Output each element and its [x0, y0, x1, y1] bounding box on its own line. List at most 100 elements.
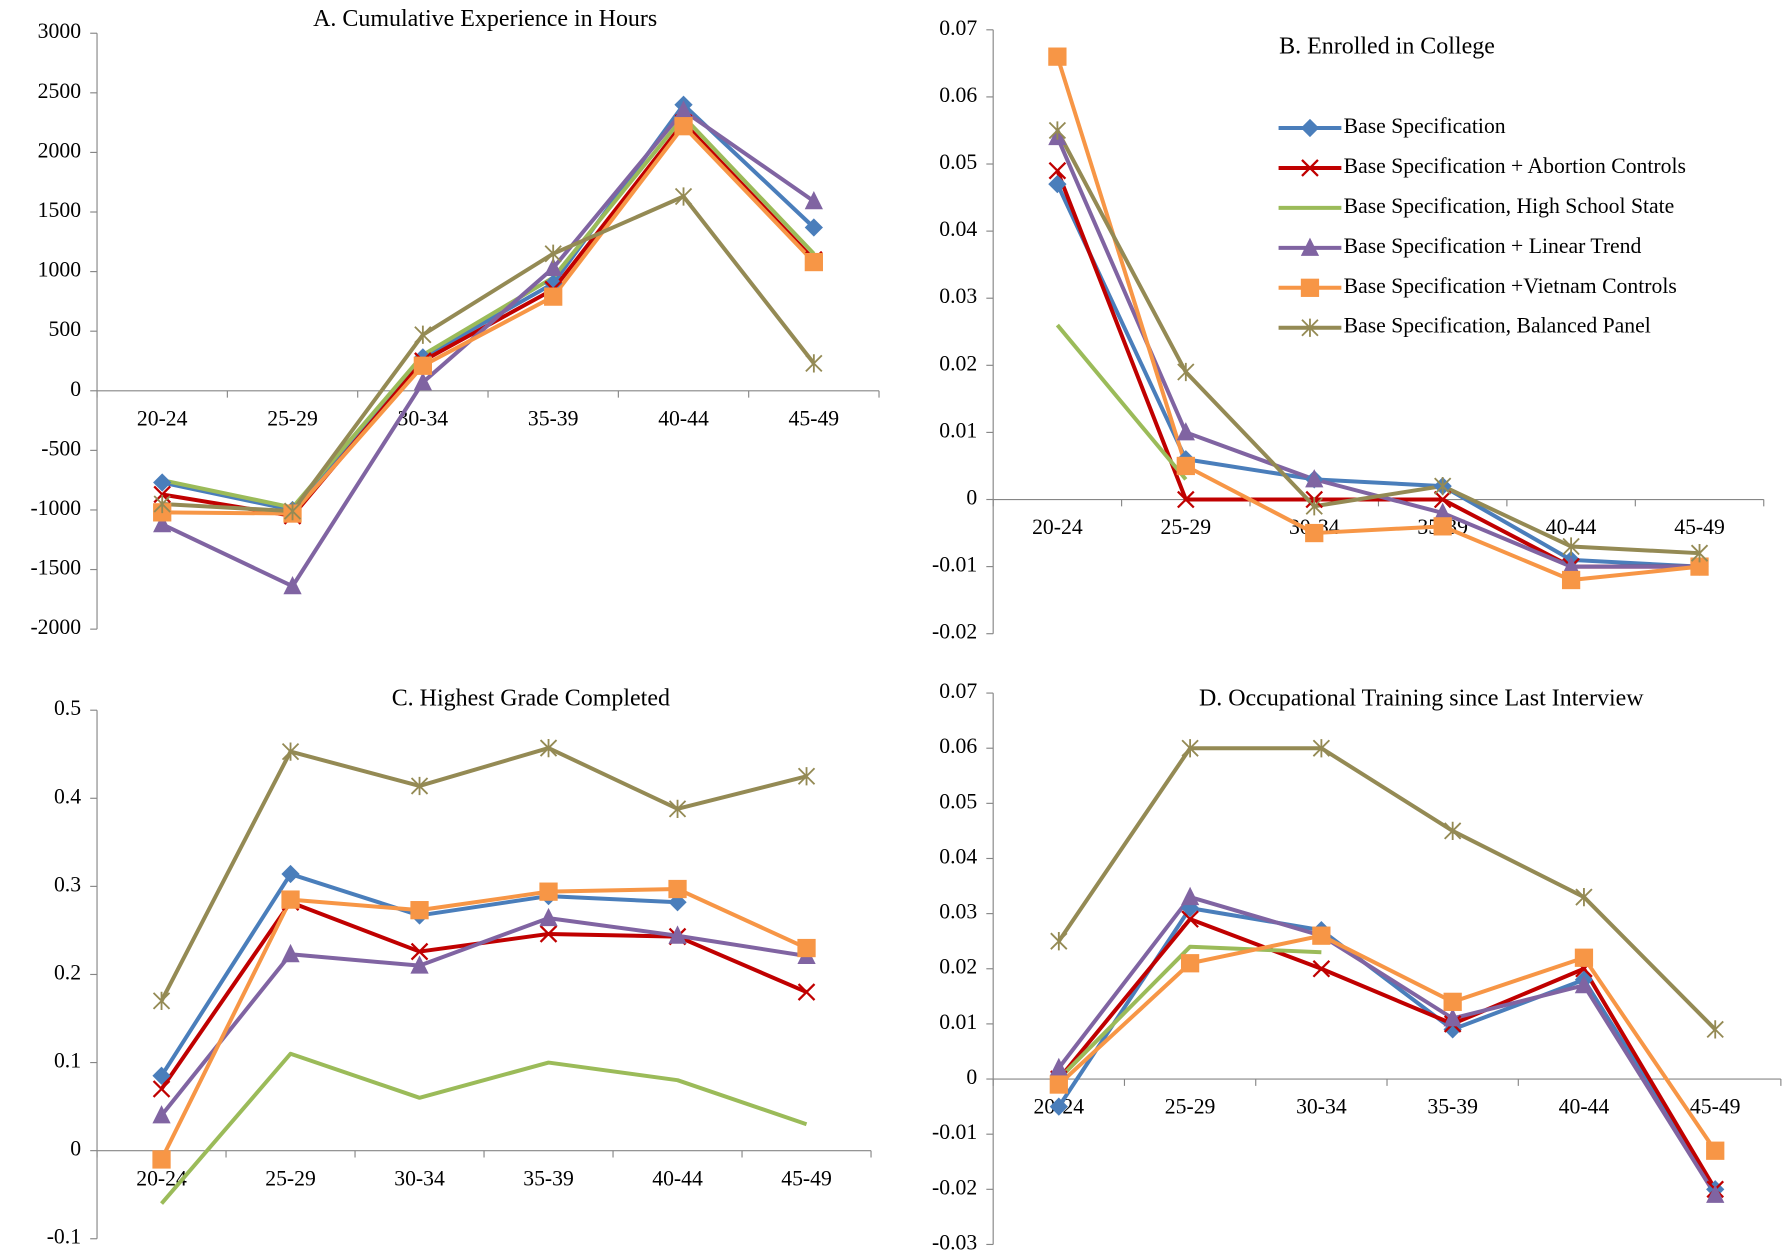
- series-line: [161, 114, 816, 510]
- x-tick-label: 20-24: [137, 406, 188, 430]
- marker: [153, 473, 172, 492]
- marker: [797, 983, 816, 1001]
- series-line: [1057, 906, 1717, 1191]
- x-tick-label: 20-24: [1032, 515, 1083, 539]
- marker: [668, 799, 687, 818]
- marker: [153, 513, 172, 533]
- x-tick-label: 45-49: [1690, 1095, 1741, 1119]
- legend-label: Base Specification + Linear Trend: [1344, 234, 1642, 258]
- marker: [1180, 954, 1200, 973]
- x-tick-label: 40-44: [1546, 515, 1597, 539]
- marker: [413, 356, 432, 375]
- y-tick-label: 3000: [38, 19, 82, 43]
- y-tick-label: 0.06: [939, 83, 977, 107]
- marker: [1305, 469, 1324, 488]
- legend-label: Base Specification, Balanced Panel: [1344, 314, 1651, 338]
- marker: [152, 1080, 171, 1098]
- legend-label: Base Specification +Vietnam Controls: [1344, 274, 1677, 298]
- x-tick-label: 45-49: [1674, 515, 1725, 539]
- marker: [1181, 739, 1199, 758]
- y-tick-label: 0: [966, 485, 977, 509]
- marker: [1176, 456, 1195, 476]
- x-tick-label: 25-29: [267, 406, 318, 430]
- x-tick-label: 40-44: [658, 406, 709, 430]
- marker: [1561, 570, 1581, 590]
- y-tick-label: -0.03: [932, 1230, 977, 1254]
- series-line: [1057, 895, 1717, 1196]
- marker: [1562, 537, 1580, 556]
- x-tick-label: 35-39: [528, 406, 579, 430]
- x-tick-label: 20-24: [136, 1166, 187, 1190]
- legend-label: Base Specification: [1344, 114, 1506, 138]
- marker: [1561, 556, 1581, 575]
- marker: [1690, 544, 1709, 563]
- y-tick-label: 1000: [38, 258, 82, 282]
- x-tick-label: 30-34: [1296, 1095, 1347, 1119]
- series-line: [159, 916, 807, 1117]
- marker: [544, 244, 562, 263]
- chart-title: C. Highest Grade Completed: [392, 685, 670, 711]
- y-tick-label: -1500: [30, 556, 81, 580]
- legend-marker: [1301, 159, 1319, 177]
- y-tick-label: 0.01: [939, 418, 977, 442]
- series-line: [1055, 323, 1188, 481]
- marker: [1177, 490, 1195, 509]
- series-line: [1055, 129, 1700, 556]
- marker: [1706, 1141, 1725, 1160]
- y-tick-label: 0: [70, 377, 81, 401]
- marker: [674, 117, 693, 136]
- y-tick-label: -0.1: [47, 1225, 81, 1249]
- y-tick-label: 0.5: [54, 696, 81, 720]
- marker: [283, 502, 302, 521]
- x-tick-label: 30-34: [394, 1166, 445, 1190]
- series-line: [1055, 56, 1700, 583]
- marker: [1305, 523, 1324, 543]
- x-tick-label: 45-49: [781, 1166, 832, 1190]
- marker: [539, 925, 558, 943]
- chart-title: A. Cumulative Experience in Hours: [313, 6, 657, 32]
- x-tick-label: 35-39: [523, 1166, 574, 1190]
- marker: [1049, 1075, 1068, 1094]
- series-line: [162, 124, 816, 516]
- y-tick-label: 1500: [38, 198, 82, 222]
- marker: [1048, 161, 1067, 180]
- y-tick-label: -1000: [30, 496, 81, 520]
- y-tick-label: -0.01: [932, 553, 977, 577]
- series-line: [159, 746, 808, 1002]
- y-tick-label: 0.03: [939, 900, 977, 924]
- series-line: [1057, 933, 1717, 1152]
- marker: [1049, 1057, 1068, 1077]
- marker: [152, 991, 171, 1011]
- y-tick-label: 0.03: [939, 284, 977, 308]
- marker: [1177, 362, 1195, 382]
- marker: [153, 494, 171, 514]
- y-tick-label: 0.04: [939, 844, 977, 868]
- x-tick-label: 25-29: [1161, 515, 1212, 539]
- marker: [805, 354, 823, 373]
- y-tick-label: -0.01: [932, 1120, 977, 1144]
- x-tick-label: 35-39: [1427, 1095, 1478, 1119]
- legend-label: Base Specification + Abortion Controls: [1344, 154, 1686, 178]
- chart-title: B. Enrolled in College: [1279, 34, 1495, 60]
- marker: [1434, 476, 1452, 496]
- marker: [281, 742, 300, 761]
- series-line: [1057, 944, 1322, 1081]
- marker: [1312, 739, 1331, 758]
- series-line: [1055, 183, 1700, 569]
- series-line: [1057, 746, 1717, 1031]
- y-tick-label: 0.05: [939, 789, 977, 813]
- marker: [1048, 121, 1067, 140]
- marker: [797, 938, 816, 958]
- marker: [410, 942, 429, 961]
- y-tick-label: -2000: [30, 615, 81, 639]
- marker: [1443, 1008, 1462, 1027]
- marker: [1706, 1020, 1724, 1039]
- y-tick-label: -500: [41, 436, 81, 460]
- marker: [1433, 502, 1452, 521]
- series-line: [162, 194, 816, 514]
- marker: [1433, 490, 1452, 509]
- chart-title: D. Occupational Training since Last Inte…: [1199, 685, 1644, 711]
- y-tick-label: 0.1: [54, 1049, 81, 1073]
